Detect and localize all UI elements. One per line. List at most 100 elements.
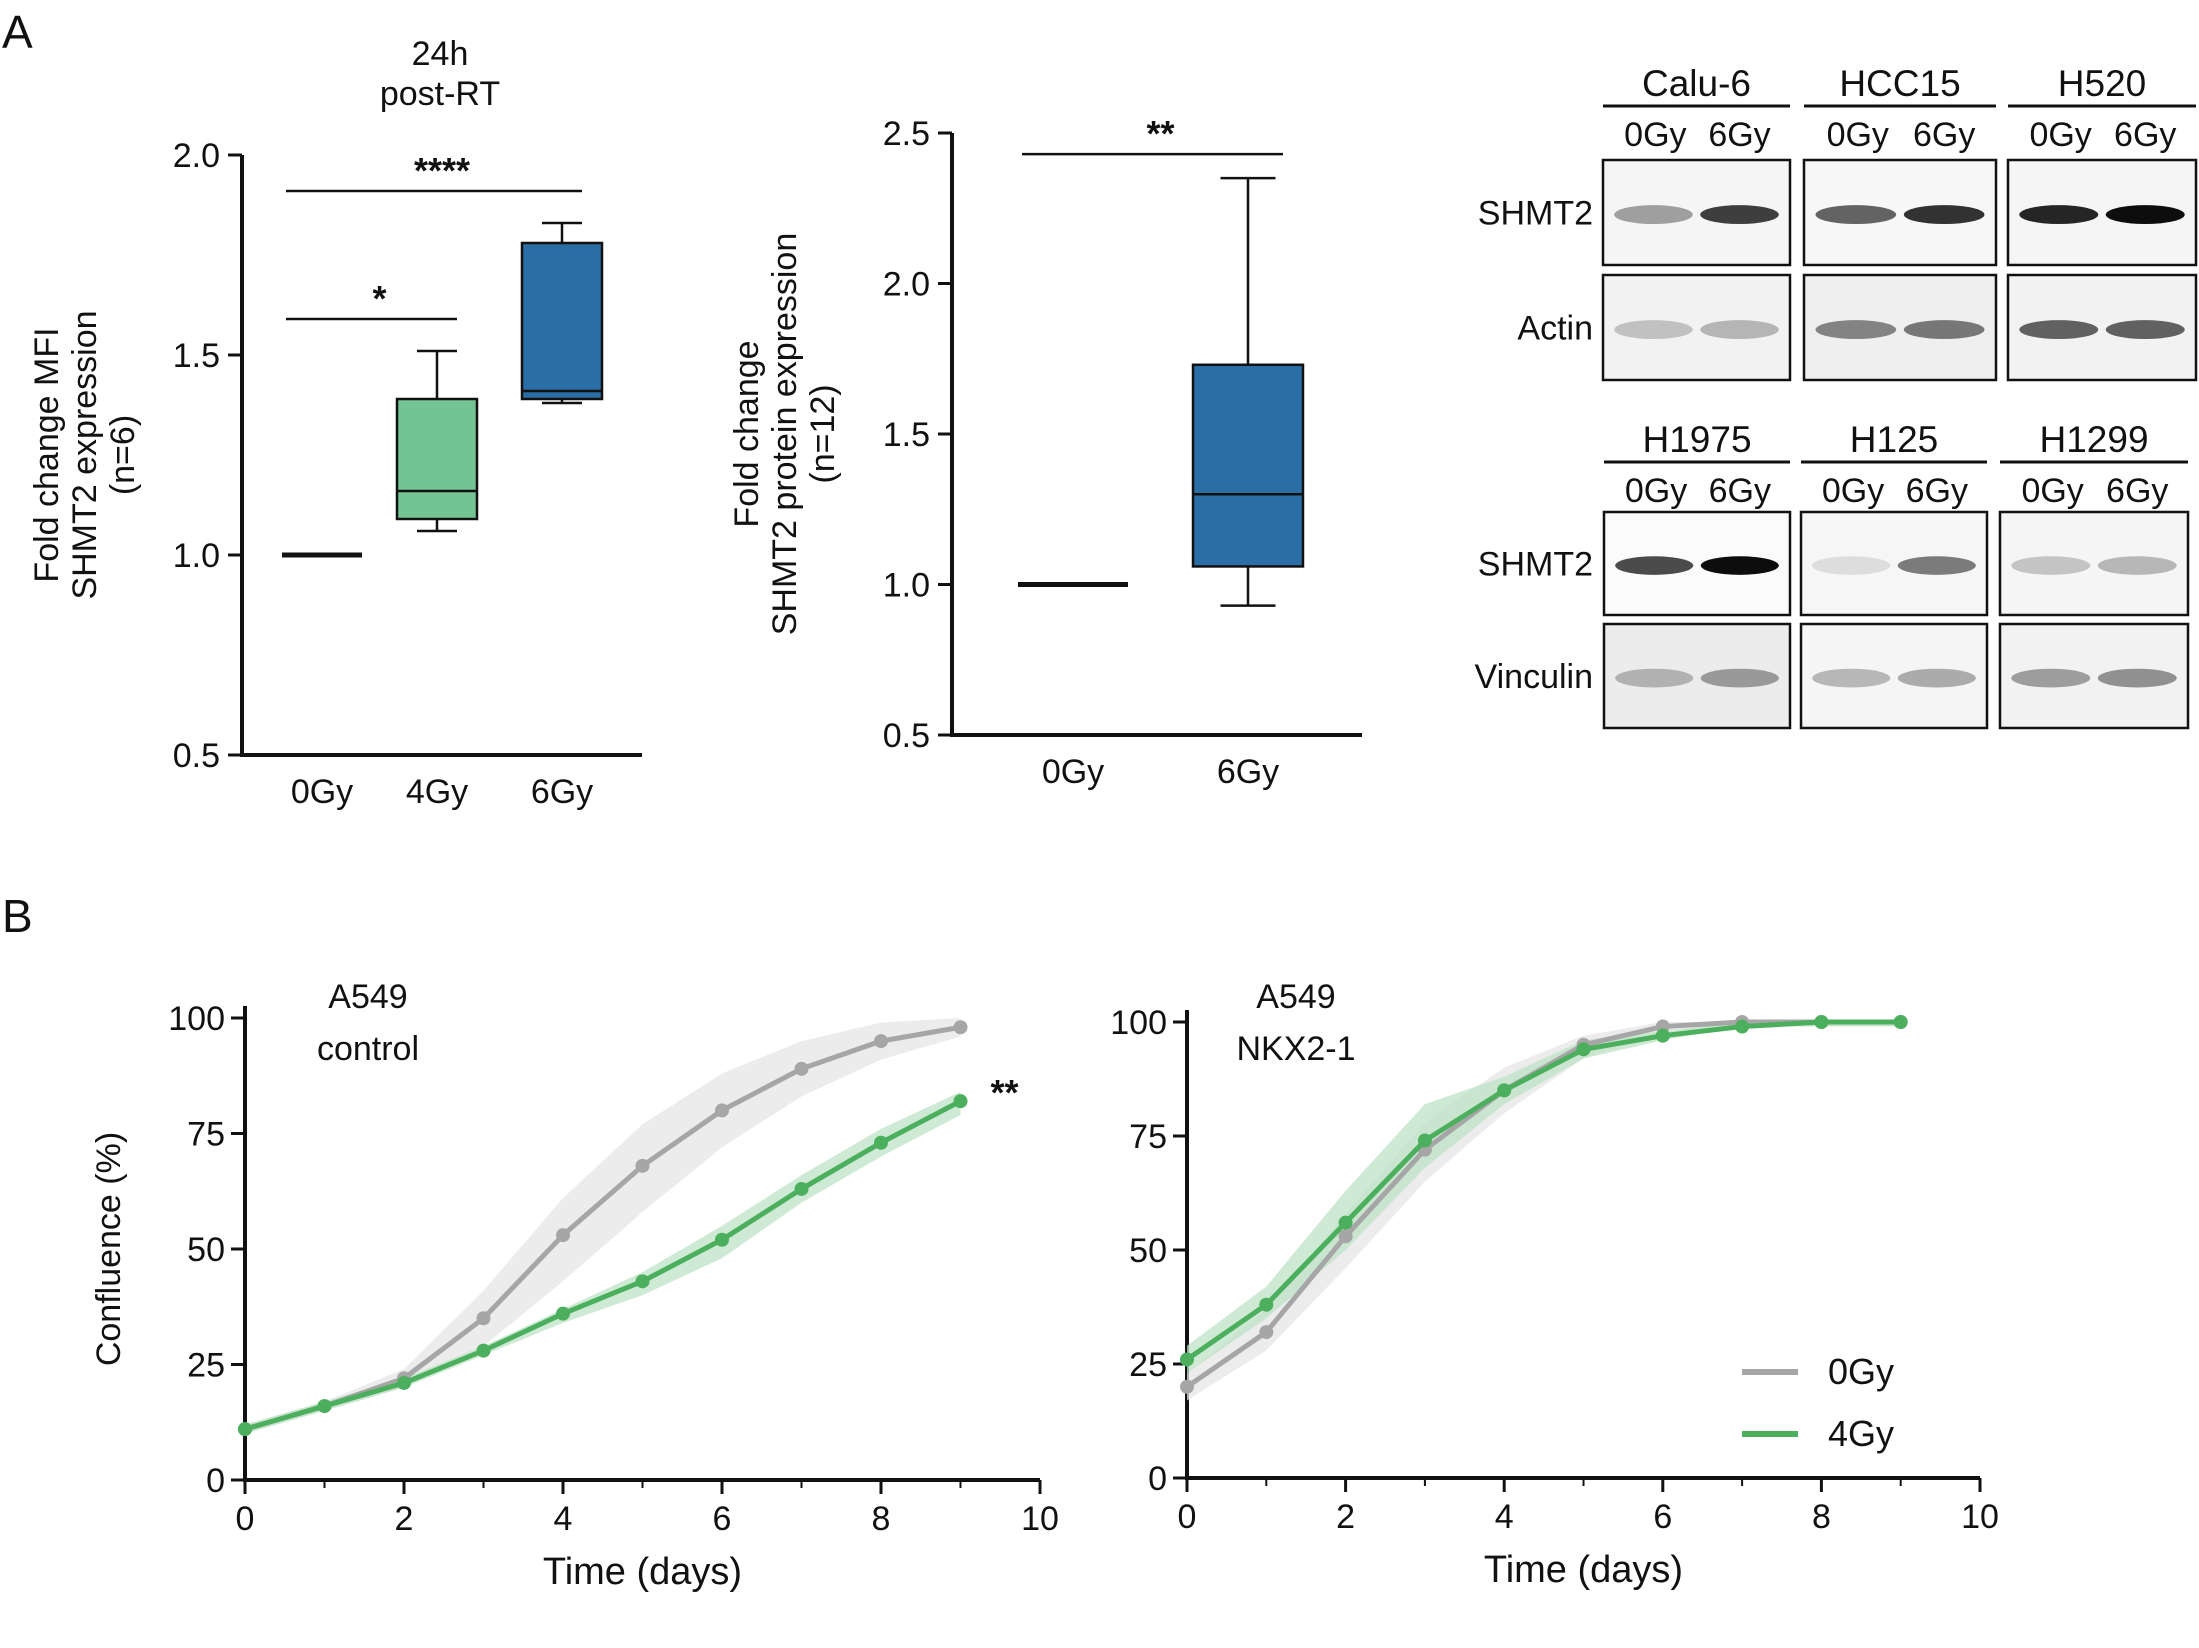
data-point-0Gy bbox=[1259, 1325, 1274, 1340]
blot-band bbox=[2105, 320, 2185, 340]
box-6Gy bbox=[520, 241, 604, 401]
blot-band bbox=[2019, 205, 2099, 225]
blot-band bbox=[2011, 556, 2091, 575]
y-tick-label: 1.0 bbox=[883, 567, 930, 605]
y-tick-label: 100 bbox=[1110, 1004, 1167, 1042]
box-4Gy bbox=[395, 397, 479, 521]
x-tick-label: 4 bbox=[554, 1500, 573, 1538]
data-point-4Gy bbox=[715, 1232, 729, 1247]
blot-band bbox=[1897, 668, 1976, 688]
x-tick-label: 4Gy bbox=[406, 773, 468, 811]
blot-band bbox=[1815, 205, 1897, 225]
blot-panel bbox=[1602, 622, 1792, 730]
y-axis-label: Fold change MFI bbox=[28, 327, 66, 582]
data-point-4Gy bbox=[238, 1422, 252, 1437]
error-band-4Gy bbox=[245, 1091, 961, 1434]
blot-band bbox=[1700, 668, 1779, 688]
blot-band bbox=[2097, 556, 2177, 575]
blot-band bbox=[1812, 556, 1891, 575]
y-tick-label: 2.5 bbox=[883, 115, 930, 153]
blot-band bbox=[1815, 320, 1897, 340]
y-tick-label: 1.5 bbox=[173, 337, 220, 375]
x-tick-label: 8 bbox=[872, 1500, 891, 1538]
blot-band bbox=[1614, 205, 1693, 225]
chart-title: A549 bbox=[1256, 978, 1335, 1016]
significance-label: ** bbox=[1146, 113, 1174, 154]
blot-band bbox=[1614, 320, 1693, 340]
data-point-0Gy bbox=[715, 1103, 729, 1118]
data-point-4Gy bbox=[1735, 1019, 1750, 1034]
blot-row-label: SHMT2 bbox=[1478, 546, 1593, 584]
blot-panel bbox=[1998, 510, 2190, 617]
lane-label: 0Gy bbox=[2021, 472, 2083, 510]
y-tick-label: 0 bbox=[206, 1462, 225, 1500]
chart-title: NKX2-1 bbox=[1236, 1030, 1355, 1068]
data-point-4Gy bbox=[1576, 1042, 1591, 1057]
blot-band bbox=[2097, 668, 2177, 688]
x-tick-label: 0 bbox=[236, 1500, 255, 1538]
lane-label: 0Gy bbox=[1624, 116, 1686, 154]
data-point-0Gy bbox=[794, 1061, 809, 1076]
y-tick-label: 0.5 bbox=[173, 737, 220, 775]
x-tick-label: 6Gy bbox=[1217, 753, 1279, 791]
y-tick-label: 25 bbox=[187, 1347, 225, 1385]
y-tick-label: 25 bbox=[1129, 1346, 1167, 1384]
blot-band bbox=[1700, 556, 1779, 575]
x-tick-label: 0 bbox=[1178, 1498, 1197, 1536]
y-tick-label: 1.5 bbox=[883, 416, 930, 454]
blot-band bbox=[1700, 320, 1779, 340]
blot-panel bbox=[1799, 622, 1989, 730]
y-tick-label: 75 bbox=[1129, 1118, 1167, 1156]
x-axis-label: Time (days) bbox=[543, 1551, 742, 1593]
cell-line-label: Calu-6 bbox=[1642, 63, 1751, 104]
blot-panel bbox=[1601, 273, 1792, 382]
blot-band bbox=[1615, 556, 1694, 575]
chart-title: control bbox=[317, 1030, 419, 1068]
lane-label: 0Gy bbox=[2029, 116, 2091, 154]
x-tick-label: 0Gy bbox=[1042, 753, 1104, 791]
y-axis-label: (n=12) bbox=[804, 384, 842, 483]
data-point-4Gy bbox=[1338, 1215, 1353, 1230]
y-tick-label: 0.5 bbox=[883, 717, 930, 755]
x-axis-label: Time (days) bbox=[1484, 1549, 1683, 1591]
lane-label: 0Gy bbox=[1625, 472, 1687, 510]
cell-line-label: H520 bbox=[2058, 63, 2146, 104]
chart-confluence-nkx2-1: 0 25 50 75 100 0 2 4 6 8 10 Time (days) A549 NKX2-1 0G… bbox=[1110, 978, 1999, 1591]
blot-band bbox=[1615, 668, 1694, 688]
data-point-4Gy bbox=[794, 1181, 809, 1196]
data-point-4Gy bbox=[635, 1274, 650, 1289]
data-point-0Gy bbox=[1338, 1229, 1353, 1244]
series-line-4Gy bbox=[1185, 1019, 1901, 1362]
data-point-0Gy bbox=[476, 1311, 491, 1326]
data-point-4Gy bbox=[397, 1375, 411, 1390]
data-point-4Gy bbox=[1180, 1352, 1194, 1367]
blot-band bbox=[1903, 320, 1985, 340]
lane-label: 6Gy bbox=[2106, 472, 2168, 510]
blot-band bbox=[1903, 205, 1985, 225]
x-tick-label: 2 bbox=[395, 1500, 414, 1538]
data-point-0Gy bbox=[635, 1158, 650, 1173]
x-tick-label: 6Gy bbox=[531, 773, 593, 811]
y-tick-label: 50 bbox=[187, 1231, 225, 1269]
data-point-0Gy bbox=[874, 1034, 888, 1049]
y-tick-label: 2.0 bbox=[173, 137, 220, 175]
y-axis-label: (n=6) bbox=[104, 415, 142, 495]
x-tick-label: 0Gy bbox=[291, 773, 353, 811]
data-point-4Gy bbox=[1497, 1083, 1512, 1098]
data-point-0Gy bbox=[1180, 1379, 1194, 1394]
panel-label-b: B bbox=[2, 890, 33, 942]
cell-line-label: H125 bbox=[1850, 419, 1938, 460]
data-point-4Gy bbox=[874, 1135, 888, 1150]
data-point-4Gy bbox=[1259, 1297, 1274, 1312]
error-band-0Gy bbox=[245, 1018, 961, 1434]
lane-label: 0Gy bbox=[1822, 472, 1884, 510]
lane-label: 0Gy bbox=[1827, 116, 1889, 154]
y-axis-label: SHMT2 expression bbox=[66, 310, 104, 599]
y-tick-label: 50 bbox=[1129, 1232, 1167, 1270]
data-point-0Gy bbox=[556, 1228, 570, 1243]
chart-title: post-RT bbox=[380, 75, 500, 113]
cell-line-label: HCC15 bbox=[1839, 63, 1960, 104]
series-line-4Gy bbox=[244, 1098, 962, 1432]
blot-band bbox=[1897, 556, 1976, 575]
